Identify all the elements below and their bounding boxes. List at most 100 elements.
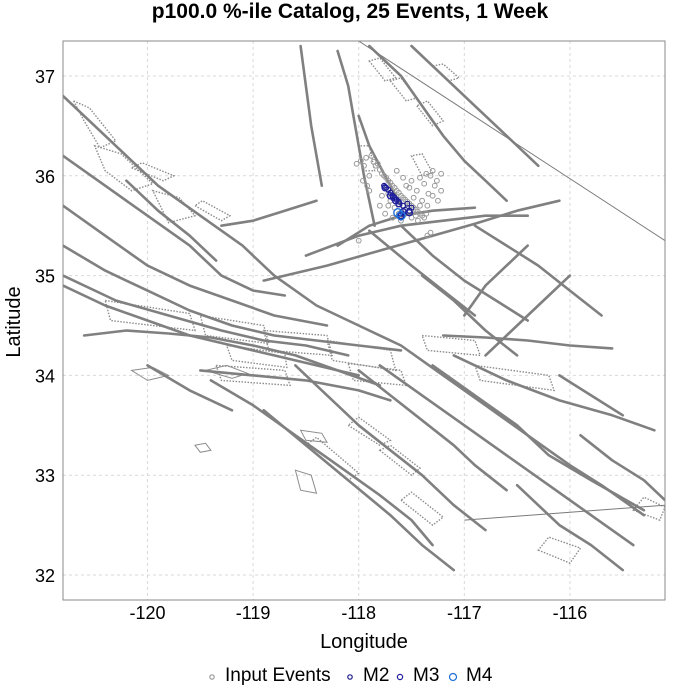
event-point [424, 202, 431, 209]
event-point [425, 190, 432, 197]
event-point [412, 212, 419, 219]
x-tick-label: -117 [447, 603, 482, 623]
fault-trace [63, 204, 329, 327]
legend-marker [209, 674, 215, 680]
fault-trace [294, 364, 487, 532]
fault-trace [63, 94, 646, 517]
legend: Input Events M2 M3 M4 [209, 665, 493, 686]
event-point [404, 200, 411, 207]
y-tick-label: 36 [35, 167, 55, 187]
fault-trace [367, 229, 477, 317]
event-point [410, 194, 417, 201]
fault-surface [537, 536, 582, 564]
event-point [382, 210, 389, 217]
fault-surface [129, 162, 176, 182]
event-point [360, 177, 366, 184]
x-tick-label: -120 [129, 603, 165, 623]
region-outline [358, 41, 665, 242]
event-point [363, 154, 370, 161]
legend-marker [396, 673, 404, 681]
fault-surface [193, 199, 232, 222]
event-point [385, 202, 392, 209]
fault-surface [410, 153, 434, 177]
event-point [395, 200, 403, 208]
event-point [355, 237, 362, 244]
fault-trace [378, 364, 635, 547]
fault-trace [146, 364, 234, 412]
event-point [414, 217, 421, 224]
event-point [374, 160, 381, 167]
axis-ticks: -120 -119 -118 -117 -116 32 33 34 35 36 37 [35, 67, 587, 623]
x-axis-label: Longitude [320, 631, 408, 653]
event-point [397, 211, 405, 220]
fault-surface [262, 329, 334, 357]
event-point [381, 184, 389, 192]
fault-trace [462, 244, 530, 317]
event-point [408, 177, 415, 184]
event-point [396, 210, 406, 221]
fault-trace [441, 334, 614, 350]
fault-surface [632, 496, 665, 521]
event-point [419, 197, 425, 204]
event-point [435, 197, 441, 204]
fault-surface [199, 314, 270, 345]
fault-trace [367, 44, 508, 202]
fault-surface [357, 145, 376, 172]
fault-surface [421, 334, 482, 357]
event-point [357, 157, 364, 164]
y-axis-label: Latitude [3, 286, 25, 357]
y-tick-label: 34 [35, 366, 55, 386]
event-point [400, 174, 406, 181]
fault-trace [357, 369, 508, 492]
event-point [366, 187, 373, 194]
fault-trace [125, 179, 218, 262]
event-point [423, 210, 430, 217]
event-point [427, 229, 434, 236]
fault-surface [368, 57, 397, 82]
fault-surface [93, 144, 155, 192]
legend-marker [448, 672, 458, 682]
event-point [413, 187, 420, 194]
event-point [376, 202, 383, 209]
fault-trace [473, 224, 603, 317]
fault-surface [346, 416, 392, 447]
legend-label: M2 [363, 665, 389, 686]
coastline [130, 366, 171, 381]
fault-trace [262, 408, 456, 572]
events-layer [353, 152, 444, 244]
event-point [417, 202, 423, 209]
fault-trace [63, 244, 403, 352]
event-point [431, 182, 438, 189]
event-point [421, 180, 428, 187]
fault-trace [82, 329, 382, 387]
fault-trace [199, 369, 392, 402]
fault-trace [410, 44, 540, 168]
fault-trace [304, 214, 530, 257]
fault-trace [431, 364, 646, 512]
fault-trace [515, 483, 625, 572]
y-tick-label: 33 [35, 466, 55, 486]
fault-trace [209, 379, 434, 547]
x-tick-label: -116 [553, 603, 588, 623]
coastline [194, 442, 212, 453]
fault-trace [299, 44, 324, 187]
event-point [393, 167, 400, 174]
fault-surface [399, 491, 445, 526]
legend-label: M3 [413, 665, 439, 686]
fault-surface [215, 364, 292, 387]
event-point [366, 172, 373, 179]
event-point [364, 182, 371, 189]
map-layer [63, 41, 665, 572]
fault-trace [63, 284, 361, 377]
legend-label: M4 [466, 665, 493, 686]
fault-surface [473, 364, 556, 392]
event-point [429, 167, 436, 174]
coastline [299, 429, 328, 443]
event-point [361, 162, 367, 169]
event-point [353, 160, 360, 167]
event-point [389, 214, 396, 221]
fault-surface [104, 299, 196, 332]
event-point [438, 170, 444, 177]
fault-trace [399, 224, 530, 322]
